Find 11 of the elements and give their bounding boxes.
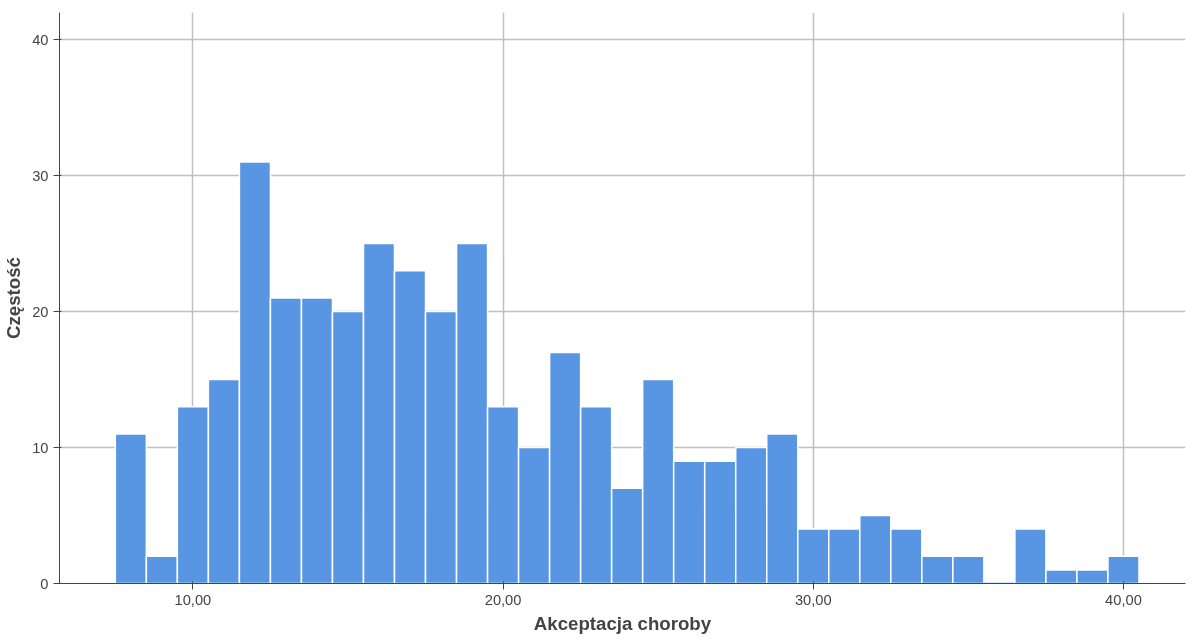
y-tick-label: 20	[32, 303, 49, 320]
x-tick-label: 40,00	[1105, 591, 1142, 608]
y-tick-label: 30	[32, 167, 49, 184]
y-tick-label: 40	[32, 31, 49, 48]
x-tick-label: 30,00	[794, 591, 832, 608]
y-tick-label: 10	[32, 439, 49, 456]
x-axis-title: Akceptacja choroby	[533, 612, 712, 634]
y-tick-label: 0	[40, 575, 49, 592]
y-axis-title: Częstość	[3, 257, 25, 339]
x-tick-label: 20,00	[484, 591, 522, 608]
x-tick-label: 10,00	[174, 591, 212, 608]
